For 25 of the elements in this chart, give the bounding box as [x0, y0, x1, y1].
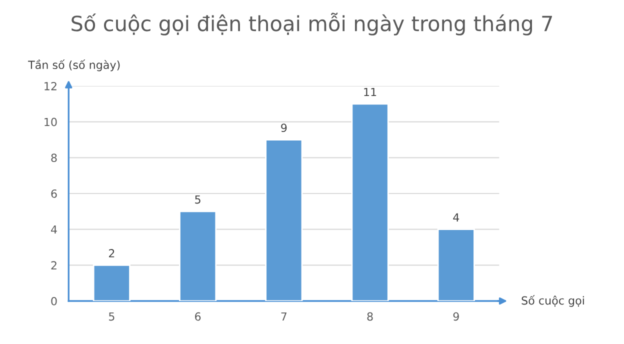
bar: [437, 228, 475, 301]
y-tick-label: 6: [51, 189, 57, 198]
x-tick-label: 9: [453, 312, 459, 321]
x-tick-label: 5: [109, 312, 114, 321]
y-axis-title: Tần số (số ngày): [28, 60, 120, 72]
data-label: 11: [364, 88, 376, 96]
bar: [92, 264, 130, 301]
x-tick-label: 6: [195, 312, 201, 321]
bar: [351, 103, 389, 301]
data-label: 4: [453, 213, 460, 222]
bar: [179, 210, 217, 301]
bar: [265, 139, 303, 301]
y-tick-label: 2: [51, 261, 56, 270]
x-axis-title: Số cuộc gọi: [522, 295, 584, 307]
y-tick-label: 0: [51, 296, 57, 306]
data-label: 2: [108, 249, 114, 258]
y-tick-label: 10: [44, 118, 57, 126]
x-tick-label: 7: [281, 312, 287, 321]
y-tick-label: 4: [51, 225, 57, 234]
data-label: 5: [195, 195, 200, 204]
x-tick-label: 8: [367, 312, 373, 321]
chart-title: Số cuộc gọi điện thoại mỗi ngày trong tháng 7: [72, 12, 552, 36]
data-label: 9: [281, 124, 287, 132]
y-tick-label: 12: [44, 82, 56, 90]
y-tick-label: 8: [51, 154, 57, 162]
